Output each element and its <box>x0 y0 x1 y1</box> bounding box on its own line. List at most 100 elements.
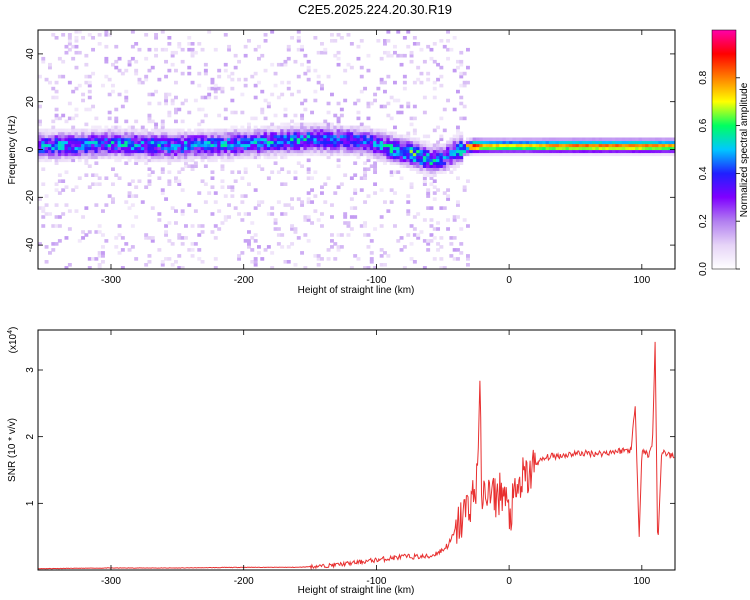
spectrogram-cell <box>515 140 520 145</box>
spectrogram-cell <box>320 42 324 46</box>
spectrogram-cell <box>44 143 49 148</box>
spectrogram-cell <box>111 143 115 148</box>
spectrogram-cell <box>114 158 119 163</box>
spectrogram-cell <box>217 146 222 151</box>
spectrogram-cell <box>509 137 514 142</box>
spectrogram-cell <box>124 119 129 124</box>
spectrogram-cell <box>270 155 275 160</box>
spectrogram-cell <box>91 104 96 109</box>
spectrogram-cell <box>386 209 391 213</box>
spectrogram-cell <box>48 131 52 136</box>
spectrogram-cell <box>174 152 178 157</box>
spectrogram-cell <box>373 266 378 269</box>
spectrogram-cell <box>396 137 401 142</box>
spectrogram-cell <box>432 80 437 85</box>
spectrogram-cell <box>276 62 281 67</box>
spectrogram-cell <box>177 42 182 46</box>
spectrogram-cell <box>286 131 291 136</box>
spectrogram-cell <box>253 137 258 142</box>
snr-x-tick-label: -100 <box>366 576 386 587</box>
spectrogram-cell <box>452 146 457 151</box>
spectrogram-cell <box>164 155 169 160</box>
spectrogram-cell <box>399 104 404 109</box>
spectrogram-cell <box>240 143 245 148</box>
spectrogram-cell <box>605 146 610 151</box>
spectrogram-cell <box>442 170 447 174</box>
spectrogram-cell <box>101 251 105 255</box>
spectrogram-cell <box>51 119 56 124</box>
spectrogram-cell <box>469 146 474 151</box>
spectrogram-cell <box>250 155 255 160</box>
spectrogram-cell <box>193 143 198 148</box>
spectrogram-cell <box>117 134 122 139</box>
spectrogram-cell <box>101 137 105 142</box>
spectrogram-cell <box>230 188 235 192</box>
spectrogram-cell <box>64 266 69 269</box>
spectrogram-cell <box>665 137 669 142</box>
spectrogram-cell <box>313 143 318 148</box>
spectrogram-cell <box>124 98 129 103</box>
spectrogram-cell <box>210 140 215 145</box>
spectrogram-cell <box>233 152 238 157</box>
spectrogram-cell <box>489 146 494 151</box>
spectrogram-cell <box>542 137 547 142</box>
spectrogram-cell <box>124 140 129 145</box>
spectrogram-cell <box>167 152 172 157</box>
spectrogram-cell <box>84 62 89 67</box>
spectrogram-cell <box>51 146 56 151</box>
spectrogram-cell <box>167 179 172 183</box>
spectrogram-cell <box>336 122 341 127</box>
spectrogram-cell <box>67 80 72 85</box>
spectrogram-cell <box>257 152 261 157</box>
spectrogram-cell <box>366 149 371 154</box>
spectrogram-cell <box>154 122 159 127</box>
spectrogram-cell <box>280 149 285 154</box>
spectrogram-cell <box>300 134 305 139</box>
spectrogram-cell <box>422 140 427 145</box>
spectrogram-cell <box>210 155 215 160</box>
spectrogram-cell <box>247 146 251 151</box>
spectrogram-cell <box>97 137 102 142</box>
spectrogram-cell <box>300 251 305 255</box>
spectrogram-cell <box>359 176 364 180</box>
spectrogram-cell <box>572 149 577 154</box>
spectrogram-cell <box>631 149 636 154</box>
spectrogram-x-tick-label: 100 <box>633 275 650 286</box>
spectrogram-cell <box>177 149 182 154</box>
spectrogram-cell <box>293 134 298 139</box>
spectrogram-cell <box>306 215 311 219</box>
spectrogram-cell <box>230 137 235 142</box>
spectrogram-cell <box>412 158 417 163</box>
spectrogram-cell <box>452 167 457 171</box>
spectrogram-cell <box>164 224 169 228</box>
spectrogram-cell <box>648 137 653 142</box>
spectrogram-cell <box>266 146 271 151</box>
spectrogram-cell <box>71 152 76 157</box>
spectrogram-cell <box>193 50 198 55</box>
spectrogram-cell <box>449 149 454 154</box>
spectrogram-cell <box>81 36 86 40</box>
spectrogram-cell <box>303 233 308 237</box>
spectrogram-cell <box>124 155 129 160</box>
spectrogram-cell <box>187 152 192 157</box>
spectrogram-cell <box>207 143 212 148</box>
spectrogram-cell <box>150 155 155 160</box>
spectrogram-cell <box>456 131 460 136</box>
spectrogram-cell <box>402 158 407 163</box>
spectrogram-cell <box>283 137 288 142</box>
spectrogram-cell <box>71 137 76 142</box>
spectrogram-cell <box>303 122 308 127</box>
spectrogram-cell <box>104 203 109 207</box>
spectrogram-cell <box>373 134 378 139</box>
spectrogram-cell <box>203 137 208 142</box>
spectrogram-cell <box>343 68 348 73</box>
spectrogram-cell <box>77 152 82 157</box>
spectrogram-cell <box>77 176 82 180</box>
spectrogram-cell <box>336 128 341 133</box>
spectrogram-cell <box>306 59 311 64</box>
spectrogram-cell <box>193 140 198 145</box>
spectrogram-cell <box>38 146 42 151</box>
spectrogram-cell <box>529 140 533 145</box>
spectrogram-cell <box>366 233 371 237</box>
spectrogram-cell <box>333 143 338 148</box>
